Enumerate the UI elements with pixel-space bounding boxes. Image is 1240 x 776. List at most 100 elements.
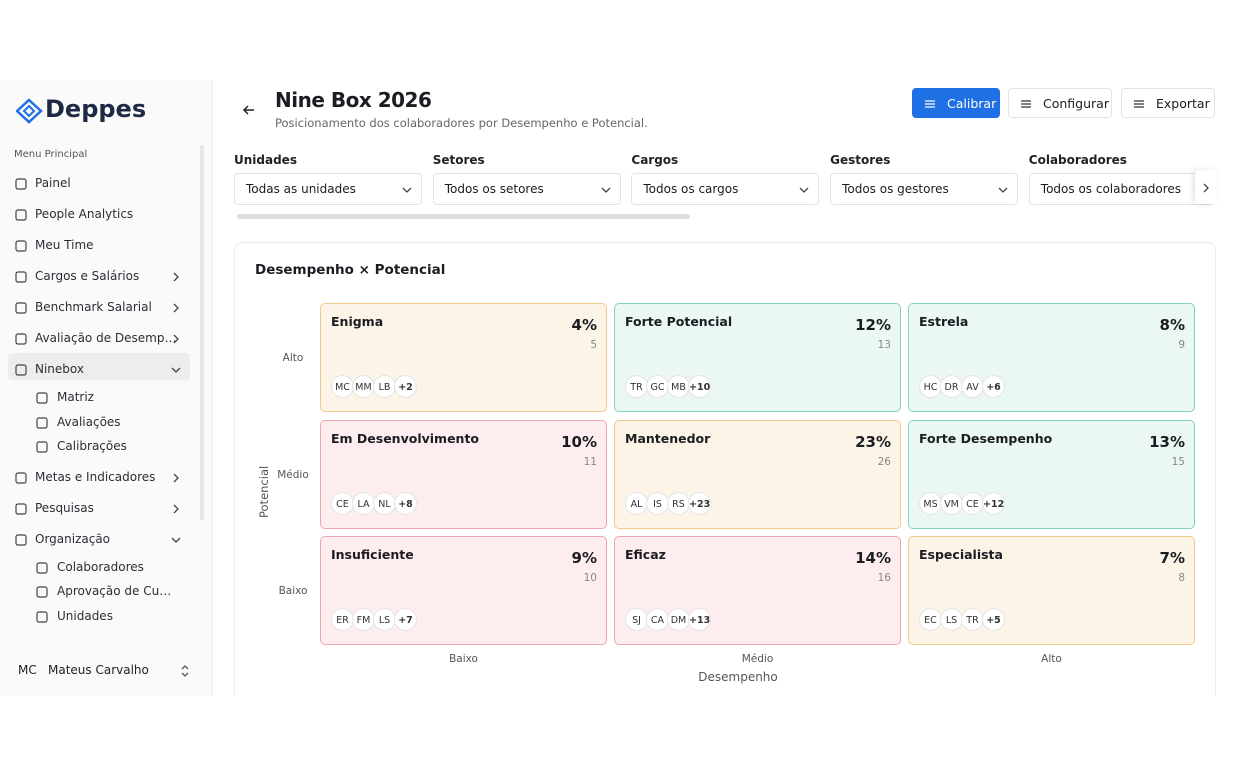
avatar[interactable]: AL xyxy=(625,492,648,515)
cell-name: Eficaz xyxy=(625,547,666,562)
avatar-more[interactable]: +12 xyxy=(982,492,1005,515)
avatar[interactable]: NL xyxy=(373,492,396,515)
filter-chevron[interactable] xyxy=(400,182,414,201)
action-button[interactable]: Configurar xyxy=(1008,88,1112,118)
filter-select[interactable]: Todas as unidades xyxy=(234,173,422,205)
avatar[interactable]: CE xyxy=(331,492,354,515)
nav-item[interactable]: Organização xyxy=(35,531,111,546)
cell-count: 11 xyxy=(583,456,597,468)
avatar[interactable]: ER xyxy=(331,608,354,631)
nav-chevron[interactable] xyxy=(169,470,183,489)
avatar[interactable]: LB xyxy=(373,375,396,398)
avatar-more[interactable]: +2 xyxy=(394,375,417,398)
nav-item[interactable]: Avaliação de Desemp… xyxy=(35,331,177,345)
cell-name: Estrela xyxy=(919,314,969,329)
nav-chevron[interactable] xyxy=(169,532,183,551)
user-name[interactable]: Mateus Carvalho xyxy=(48,663,149,677)
nav-icon xyxy=(14,362,28,381)
avatar[interactable]: RS xyxy=(667,492,690,515)
nav-chevron[interactable] xyxy=(169,501,183,520)
app: Deppes Menu Principal MC Mateus Carvalho… xyxy=(0,80,1240,696)
subnav-item[interactable]: Matriz xyxy=(57,390,94,404)
avatar-more[interactable]: +8 xyxy=(394,492,417,515)
avatar[interactable]: VM xyxy=(940,492,963,515)
cell-count: 5 xyxy=(590,339,597,351)
avatar[interactable]: GC xyxy=(646,375,669,398)
nav-item[interactable]: Metas e Indicadores xyxy=(35,469,156,484)
avatar[interactable]: MB xyxy=(667,375,690,398)
nav-icon xyxy=(14,501,28,520)
avatar-more[interactable]: +13 xyxy=(688,608,711,631)
cell-name: Enigma xyxy=(331,314,384,329)
nav-item[interactable]: Painel xyxy=(35,176,71,190)
avatar[interactable]: IS xyxy=(646,492,669,515)
subnav-item[interactable]: Avaliações xyxy=(57,414,121,429)
nav-item[interactable]: Meu Time xyxy=(35,238,94,252)
avatar[interactable]: CE xyxy=(961,492,984,515)
filter-chevron[interactable] xyxy=(797,182,811,201)
row-label: Baixo xyxy=(278,585,308,597)
avatar[interactable]: HC xyxy=(919,375,942,398)
avatar[interactable]: MC xyxy=(331,375,354,398)
avatar[interactable]: FM xyxy=(352,608,375,631)
user-initials[interactable]: MC xyxy=(18,663,37,677)
subnav-item[interactable]: Unidades xyxy=(57,608,113,623)
filter-select[interactable]: Todos os setores xyxy=(432,173,621,205)
page-title: Nine Box 2026 xyxy=(275,88,432,112)
avatar-more[interactable]: +5 xyxy=(982,608,1005,631)
filter-chevron[interactable] xyxy=(599,182,613,201)
avatar-more[interactable]: +6 xyxy=(982,375,1005,398)
cell-percent: 12% xyxy=(855,316,891,334)
subnav-icon xyxy=(35,560,49,579)
filter-label: Unidades xyxy=(234,153,297,167)
avatar[interactable]: MM xyxy=(352,375,375,398)
filter-chevron[interactable] xyxy=(996,182,1010,201)
nav-icon xyxy=(14,207,28,226)
action-button[interactable]: Calibrar xyxy=(912,88,1000,118)
avatar[interactable]: DR xyxy=(940,375,963,398)
col-label: Médio xyxy=(741,653,774,665)
filters-scroll-icon[interactable] xyxy=(1199,180,1213,199)
nav-item[interactable]: Benchmark Salarial xyxy=(35,300,152,314)
filter-select[interactable]: Todos os gestores xyxy=(830,173,1019,205)
avatar-more[interactable]: +7 xyxy=(394,608,417,631)
avatar-more[interactable]: +10 xyxy=(688,375,711,398)
avatar[interactable]: TR xyxy=(625,375,648,398)
y-axis-title: Potencial xyxy=(257,465,271,518)
avatar[interactable]: MS xyxy=(919,492,942,515)
user-menu-icon[interactable] xyxy=(180,664,190,678)
subnav-icon xyxy=(35,415,49,434)
action-button[interactable]: Exportar xyxy=(1121,88,1215,118)
logo-icon xyxy=(16,98,43,124)
subnav-item[interactable]: Aprovação de Cu… xyxy=(57,584,172,598)
nav-item[interactable]: Pesquisas xyxy=(35,500,94,515)
nav-item[interactable]: Ninebox xyxy=(35,362,84,376)
back-button[interactable] xyxy=(242,103,256,117)
nav-chevron[interactable] xyxy=(169,300,183,319)
action-icon xyxy=(923,96,937,115)
nav-chevron[interactable] xyxy=(169,362,183,381)
nav-item[interactable]: People Analytics xyxy=(35,207,134,221)
avatar[interactable]: CA xyxy=(646,608,669,631)
avatar[interactable]: AV xyxy=(961,375,984,398)
cell-percent: 9% xyxy=(571,549,597,567)
avatar[interactable]: TR xyxy=(961,608,984,631)
avatar[interactable]: DM xyxy=(667,608,690,631)
filter-select[interactable]: Todos os cargos xyxy=(631,173,820,205)
avatar[interactable]: SJ xyxy=(625,608,648,631)
avatar[interactable]: LS xyxy=(940,608,963,631)
filters-scroll-button[interactable] xyxy=(1195,170,1217,204)
filter-select[interactable]: Todos os colaboradores xyxy=(1028,173,1214,205)
avatar-more[interactable]: +23 xyxy=(688,492,711,515)
menu-section: Menu Principal xyxy=(14,149,88,160)
avatar[interactable]: EC xyxy=(919,608,942,631)
subnav-item[interactable]: Calibrações xyxy=(57,439,127,453)
nav-item[interactable]: Cargos e Salários xyxy=(35,269,140,283)
nav-chevron[interactable] xyxy=(169,331,183,350)
nav-chevron[interactable] xyxy=(169,269,183,288)
avatar[interactable]: LS xyxy=(373,608,396,631)
subnav-item[interactable]: Colaboradores xyxy=(57,559,144,574)
avatar[interactable]: LA xyxy=(352,492,375,515)
col-label: Alto xyxy=(1041,653,1062,665)
